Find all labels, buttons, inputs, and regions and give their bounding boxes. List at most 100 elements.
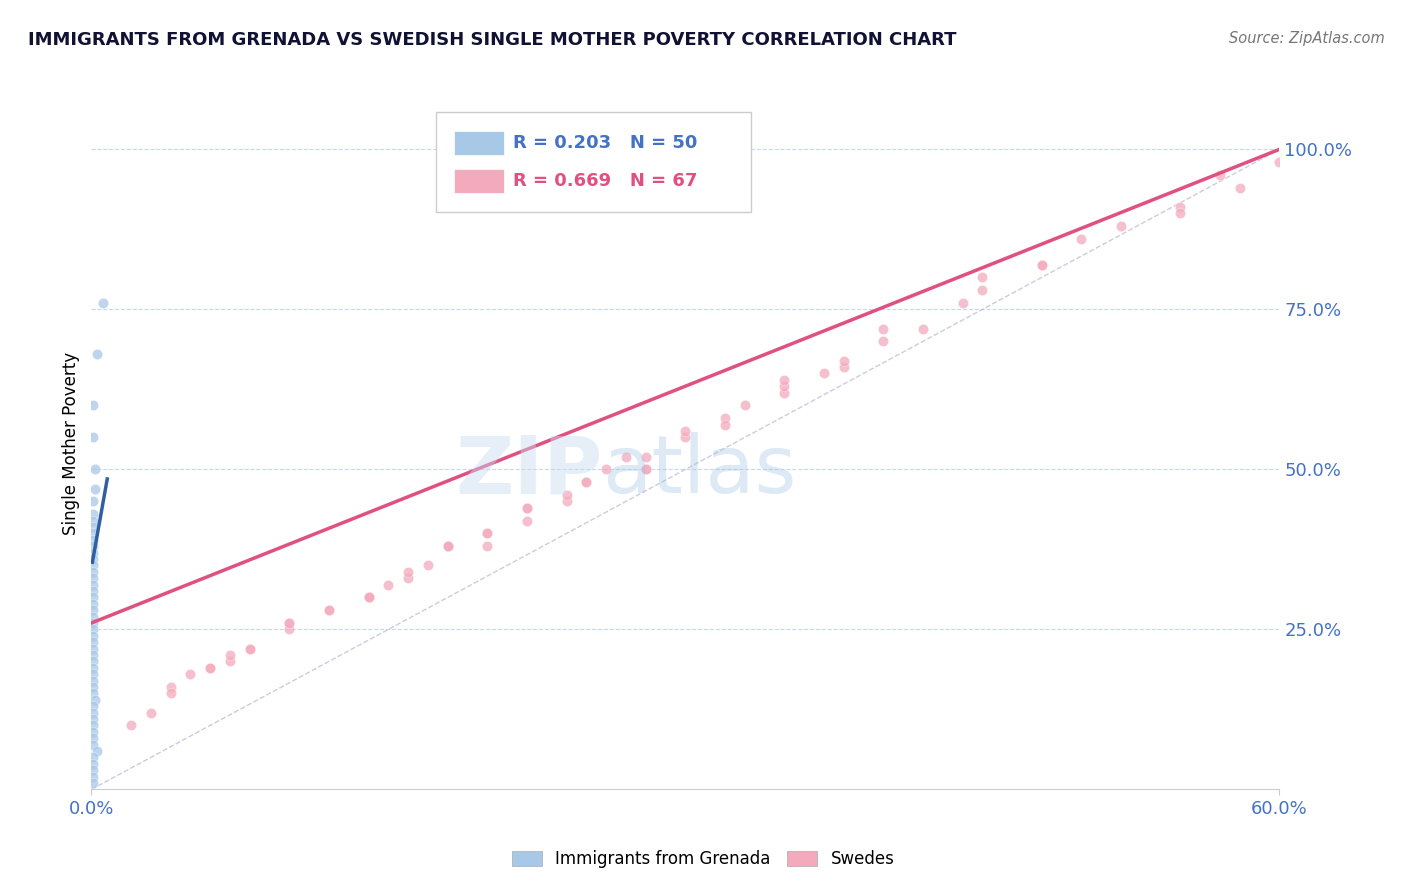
Point	[82, 641, 104, 656]
Point	[200, 661, 222, 675]
Point	[82, 577, 104, 591]
Point	[972, 270, 994, 285]
Text: IMMIGRANTS FROM GRENADA VS SWEDISH SINGLE MOTHER POVERTY CORRELATION CHART: IMMIGRANTS FROM GRENADA VS SWEDISH SINGL…	[28, 31, 956, 49]
Point	[714, 411, 737, 425]
Point	[82, 763, 104, 777]
Point	[219, 648, 242, 662]
Text: R = 0.203   N = 50: R = 0.203 N = 50	[513, 134, 697, 152]
Point	[82, 526, 104, 541]
Y-axis label: Single Mother Poverty: Single Mother Poverty	[62, 352, 80, 535]
Point	[673, 430, 696, 444]
Point	[82, 545, 104, 559]
Point	[82, 507, 104, 521]
Point	[575, 475, 598, 490]
Point	[179, 667, 201, 681]
Point	[773, 385, 796, 400]
Point	[82, 591, 104, 605]
Point	[82, 776, 104, 790]
FancyBboxPatch shape	[454, 131, 503, 155]
Point	[82, 398, 104, 412]
Point	[82, 514, 104, 528]
Point	[82, 584, 104, 599]
Point	[82, 494, 104, 508]
Point	[357, 591, 380, 605]
Point	[1170, 206, 1192, 220]
Point	[82, 430, 104, 444]
Point	[1031, 258, 1053, 272]
Point	[318, 603, 340, 617]
Point	[773, 373, 796, 387]
Point	[82, 623, 104, 637]
Point	[1031, 258, 1053, 272]
Point	[219, 654, 242, 668]
Point	[477, 526, 499, 541]
Point	[1170, 200, 1192, 214]
Legend: Immigrants from Grenada, Swedes: Immigrants from Grenada, Swedes	[505, 844, 901, 875]
Point	[396, 565, 419, 579]
Point	[120, 718, 142, 732]
Point	[82, 571, 104, 585]
Point	[377, 577, 399, 591]
Point	[516, 500, 538, 515]
Point	[82, 603, 104, 617]
Point	[734, 398, 756, 412]
Point	[278, 623, 301, 637]
Point	[911, 321, 934, 335]
Point	[436, 539, 458, 553]
Point	[1209, 168, 1232, 182]
Point	[82, 738, 104, 752]
Point	[436, 539, 458, 553]
Point	[84, 482, 107, 496]
Point	[357, 591, 380, 605]
Point	[673, 424, 696, 438]
Point	[1070, 232, 1092, 246]
Point	[575, 475, 598, 490]
Point	[82, 565, 104, 579]
Point	[555, 494, 578, 508]
Point	[82, 648, 104, 662]
Point	[82, 750, 104, 764]
Point	[82, 552, 104, 566]
Point	[84, 693, 107, 707]
FancyBboxPatch shape	[436, 112, 751, 212]
Point	[1268, 155, 1291, 169]
Point	[82, 558, 104, 573]
FancyBboxPatch shape	[454, 169, 503, 193]
Point	[82, 539, 104, 553]
Point	[278, 615, 301, 630]
Point	[82, 770, 104, 784]
Point	[634, 462, 657, 476]
Point	[396, 571, 419, 585]
Point	[832, 353, 855, 368]
Point	[159, 680, 181, 694]
Point	[82, 756, 104, 771]
Point	[82, 520, 104, 534]
Point	[82, 724, 104, 739]
Point	[239, 641, 262, 656]
Point	[86, 347, 108, 361]
Point	[82, 712, 104, 726]
Point	[82, 597, 104, 611]
Point	[832, 359, 855, 374]
Point	[477, 539, 499, 553]
Point	[516, 500, 538, 515]
Point	[516, 514, 538, 528]
Point	[872, 334, 894, 349]
Point	[82, 615, 104, 630]
Point	[82, 667, 104, 681]
Text: Source: ZipAtlas.com: Source: ZipAtlas.com	[1229, 31, 1385, 46]
Point	[82, 699, 104, 714]
Point	[357, 591, 380, 605]
Point	[82, 629, 104, 643]
Point	[82, 731, 104, 746]
Point	[595, 462, 617, 476]
Point	[86, 744, 108, 758]
Point	[1109, 219, 1132, 234]
Point	[82, 706, 104, 720]
Point	[82, 654, 104, 668]
Point	[239, 641, 262, 656]
Point	[477, 526, 499, 541]
Point	[416, 558, 439, 573]
Point	[82, 718, 104, 732]
Point	[82, 533, 104, 547]
